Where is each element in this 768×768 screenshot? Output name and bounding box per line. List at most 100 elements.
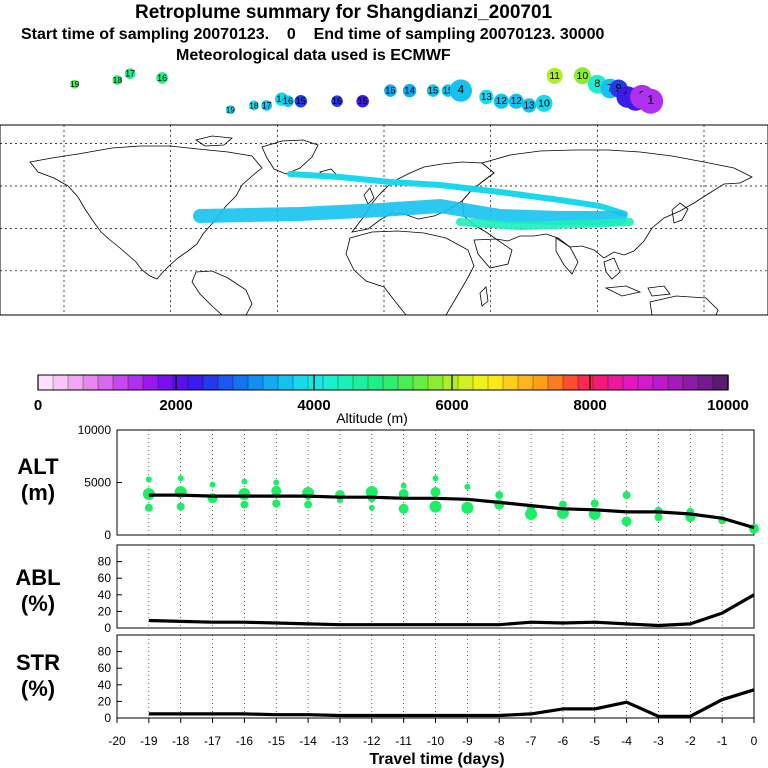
colorbar-cell (637, 374, 654, 391)
x-tick-label: -5 (589, 734, 600, 748)
alt-point (622, 491, 631, 500)
colorbar-cell (172, 374, 189, 391)
map-marker-label: 14 (276, 94, 287, 105)
colorbar-cell (157, 374, 174, 391)
alt-point (365, 485, 378, 498)
alt-point (177, 475, 184, 482)
colorbar-cell (292, 374, 309, 391)
colorbar-cell (247, 374, 264, 391)
alt-point (241, 478, 248, 485)
alt-ytick-label: 10000 (78, 423, 112, 437)
x-tick-label: 0 (751, 734, 758, 748)
colorbar-cell (352, 374, 369, 391)
map-marker (331, 95, 343, 107)
alt-series-line (148, 493, 755, 530)
colorbar-tick-label: 0 (34, 397, 42, 414)
travel-time-axis: -20 -19 -18 -17 -16 -15 -14 -13 -12 -11 -10 -9 -8 -7-… (108, 718, 758, 748)
chart-title: Retroplume summary for Shangdianzi_20070… (135, 2, 553, 23)
map-marker-label: 19 (226, 106, 236, 115)
colorbar-cell (112, 374, 129, 391)
x-tick-label: -12 (363, 734, 381, 748)
colorbar-cell (187, 374, 204, 391)
x-axis-label: Travel time (days) (369, 751, 504, 768)
abl-panel: 0 20 40 60 80 (98, 544, 755, 635)
colorbar-label: Altitude (m) (336, 410, 408, 426)
alt-point (621, 516, 632, 527)
str-panel: 0 20 40 60 80 (98, 634, 755, 725)
colorbar-cell (82, 374, 99, 391)
alt-point (238, 488, 251, 501)
map-marker (225, 105, 235, 115)
map-marker (112, 75, 123, 85)
x-tick-label: -18 (172, 734, 190, 748)
map-marker (124, 68, 136, 79)
map-marker (294, 94, 308, 108)
colorbar-cell (412, 374, 429, 391)
map-marker-label: 15 (358, 96, 368, 106)
alt-point (304, 500, 313, 509)
x-tick-label: -17 (204, 734, 222, 748)
colorbar-cell (337, 374, 354, 391)
colorbar-cell (202, 374, 219, 391)
x-tick-label: -8 (494, 734, 505, 748)
colorbar-cell (127, 374, 144, 391)
x-tick-label: -10 (427, 734, 445, 748)
alt-panel-label: ALT (17, 454, 59, 479)
colorbar-cell (532, 374, 549, 391)
map-marker-label: 14 (404, 86, 415, 97)
colorbar-cell (277, 374, 294, 391)
colorbar-cell (517, 374, 534, 391)
met-data-line: Meteorological data used is ECMWF (176, 47, 451, 64)
alt-point (176, 502, 185, 511)
colorbar-tick-label: 6000 (435, 397, 468, 414)
map-marker-label: 13 (524, 100, 535, 111)
colorbar-cell (322, 374, 339, 391)
str-ytick-label: 20 (98, 694, 112, 708)
alt-ytick-label: 5000 (84, 476, 111, 490)
alt-point (464, 483, 471, 490)
alt-point (271, 485, 282, 496)
alt-point (240, 500, 249, 509)
colorbar-cell (67, 374, 84, 391)
altitude-colorbar: 0 2000 4000 6000 8000 10000 Altitude (m) (34, 374, 749, 426)
map-marker (156, 72, 168, 84)
alt-point (145, 476, 152, 483)
abl-ytick-label: 20 (98, 604, 112, 618)
alt-point (429, 500, 442, 513)
alt-point (144, 503, 153, 512)
colorbar-cell (232, 374, 249, 391)
x-tick-label: -9 (462, 734, 473, 748)
str-ytick-label: 40 (98, 678, 112, 692)
map-marker-label: 19 (70, 80, 80, 89)
map-marker-label: 8 (594, 78, 600, 90)
colorbar-tick-label: 10000 (707, 397, 749, 414)
colorbar-cells (37, 374, 729, 391)
colorbar-cell (427, 374, 444, 391)
colorbar-cell (382, 374, 399, 391)
str-ytick-label: 0 (104, 711, 111, 725)
abl-panel-unit: (%) (21, 591, 55, 616)
colorbar-cell (667, 374, 684, 391)
abl-ytick-label: 60 (98, 571, 112, 585)
map-marker-label: 15 (385, 86, 395, 96)
colorbar-cell (397, 374, 414, 391)
x-tick-label: -13 (331, 734, 349, 748)
map-marker (384, 84, 397, 97)
alt-panel-unit: (m) (21, 480, 55, 505)
map-marker-label: 17 (262, 100, 272, 110)
map-marker-label: 17 (125, 69, 135, 79)
map-marker (70, 79, 80, 89)
alt-point (590, 499, 599, 508)
map-marker-label: 18 (113, 75, 123, 85)
colorbar-cell (262, 374, 279, 391)
map-marker (261, 100, 273, 111)
map-marker-label: 18 (249, 100, 259, 110)
colorbar-tick-label: 8000 (573, 397, 606, 414)
colorbar-cell (577, 374, 594, 391)
map-marker (573, 67, 591, 85)
x-tick-label: -3 (653, 734, 664, 748)
alt-point (654, 513, 663, 522)
alt-point (430, 486, 441, 497)
